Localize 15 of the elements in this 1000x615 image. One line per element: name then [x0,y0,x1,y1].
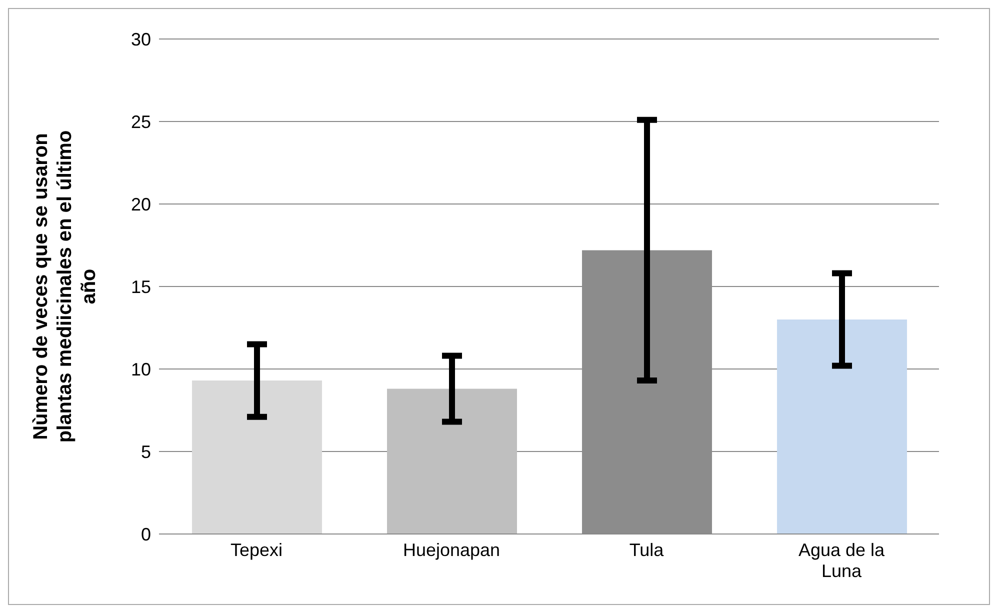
x-tick-label: Tula [629,540,665,560]
y-tick-label: 10 [130,359,151,380]
bar [387,388,517,534]
y-axis-title: Nùmero de veces que se usaron plantas mediicinales en el último año [30,130,100,443]
y-tick-label: 0 [140,524,151,544]
x-tick-label: Huejonapan [402,540,500,560]
y-tick-label: 5 [140,442,151,462]
x-tick-label: Tepexi [230,540,283,560]
y-tick-label: 20 [130,194,151,214]
bar [777,320,907,534]
y-tick-label: 30 [130,29,151,50]
y-tick-label: 25 [130,112,151,132]
x-tick-label: Agua de la Luna [798,540,886,581]
bar [192,380,322,534]
y-tick-label: 15 [130,276,151,297]
